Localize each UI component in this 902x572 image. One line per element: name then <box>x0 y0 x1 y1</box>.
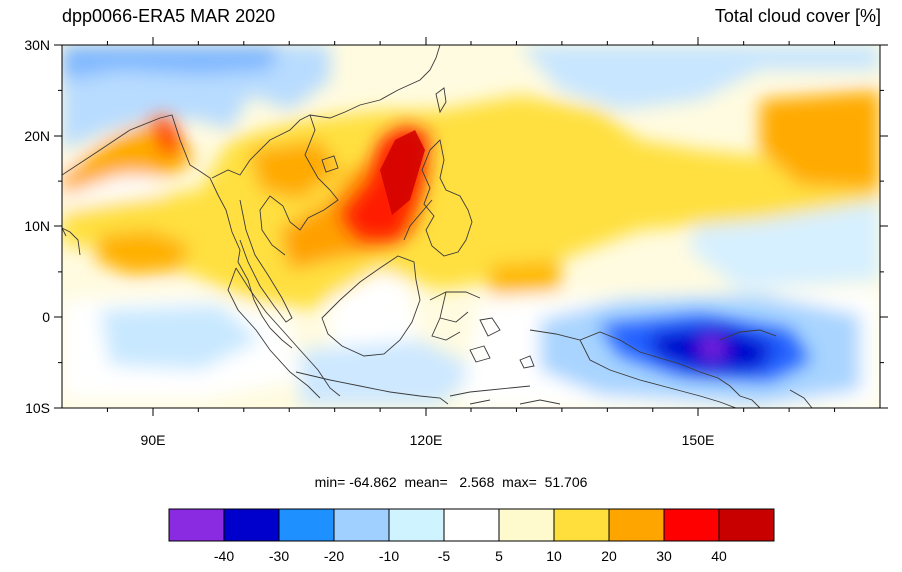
lon-label-120e: 120E <box>410 432 443 448</box>
colorbar-label: -40 <box>214 548 234 564</box>
coast-taiwan <box>435 87 447 114</box>
stat-mean-label: mean= <box>404 474 448 490</box>
colorbar-label: -30 <box>269 548 289 564</box>
cloud-cover-field <box>62 45 880 408</box>
colorbar-label: 40 <box>711 548 727 564</box>
field-blue-java-sea <box>300 340 480 405</box>
coast-philippines <box>403 139 473 257</box>
colorbar-swatch <box>553 508 610 542</box>
field-blue-equator-west <box>100 305 260 370</box>
colorbar-swatch <box>663 508 720 542</box>
stat-min-value: -64.862 <box>349 474 397 490</box>
field-purple-png-core <box>700 338 725 358</box>
colorbar-swatch <box>443 508 500 542</box>
lat-label-0: 0 <box>42 309 50 325</box>
coast-borneo <box>321 255 421 357</box>
coast-new-guinea <box>529 329 761 408</box>
variable-title: Total cloud cover [%] <box>714 6 881 26</box>
lat-label-10s: 10S <box>25 400 50 416</box>
coast-lesser-sunda <box>449 385 531 405</box>
coast-hainan <box>321 155 339 173</box>
colorbar-swatch <box>498 508 555 542</box>
coast-indochina <box>211 45 441 256</box>
lat-label-30n: 30N <box>24 37 50 53</box>
field-dark-red-core <box>380 130 425 215</box>
colorbar-swatch <box>718 508 775 542</box>
colorbar-label: -10 <box>379 548 399 564</box>
coast-india-west <box>62 227 81 256</box>
statistics-line: min= -64.862 mean= 2.568 max= 51.706 <box>0 474 902 490</box>
field-orange-pacific-ne <box>760 90 880 190</box>
coast-sumatra <box>227 267 341 399</box>
coast-moluccas <box>469 317 535 369</box>
field-blue-northwest <box>62 45 330 150</box>
colorbar-swatch <box>608 508 665 542</box>
field-blue-north-pacific <box>520 45 880 110</box>
colorbar-label: 30 <box>656 548 672 564</box>
colorbar-label: -5 <box>438 548 451 564</box>
colorbar-label: 5 <box>495 548 503 564</box>
lon-label-150e: 150E <box>682 432 715 448</box>
colorbar: -40 -30 -20 -10 -5 5 10 20 30 40 <box>168 508 775 564</box>
coast-bismarck <box>719 329 813 408</box>
colorbar-swatch <box>333 508 390 542</box>
colorbar-swatch <box>388 508 445 542</box>
lat-label-20n: 20N <box>24 128 50 144</box>
coast-india-bangladesh <box>62 114 293 349</box>
colorbar-label: -20 <box>324 548 344 564</box>
lat-label-10n: 10N <box>24 218 50 234</box>
map-title: dpp0066-ERA5 MAR 2020 <box>62 6 276 26</box>
colorbar-swatch <box>223 508 280 542</box>
stat-min-label: min= <box>314 474 346 490</box>
lon-label-90e: 90E <box>141 432 166 448</box>
coast-malay-peninsula <box>239 199 293 323</box>
axis-ticks <box>54 37 888 416</box>
colorbar-label: 10 <box>546 548 562 564</box>
field-orange-andaman <box>95 230 190 275</box>
colorbar-swatch <box>278 508 335 542</box>
coastlines <box>62 45 813 408</box>
stat-max-value: 51.706 <box>544 474 588 490</box>
field-orange-indochina <box>250 140 340 200</box>
stat-mean-value: 2.568 <box>459 474 495 490</box>
field-blue-tibet <box>62 45 280 80</box>
coast-australia-north <box>519 399 561 405</box>
coast-sri-lanka <box>62 227 67 237</box>
coast-sulawesi <box>429 291 481 341</box>
coast-java <box>295 371 449 405</box>
field-orange-east <box>490 260 560 295</box>
axis-labels: 30N 20N 10N 0 10S 90E 120E 150E <box>24 37 714 448</box>
colorbar-swatch <box>168 508 225 542</box>
axis-minor-ticks <box>58 41 884 412</box>
stat-max-label: max= <box>502 474 537 490</box>
field-red-bengal-tip <box>155 118 180 155</box>
colorbar-label: 20 <box>601 548 617 564</box>
